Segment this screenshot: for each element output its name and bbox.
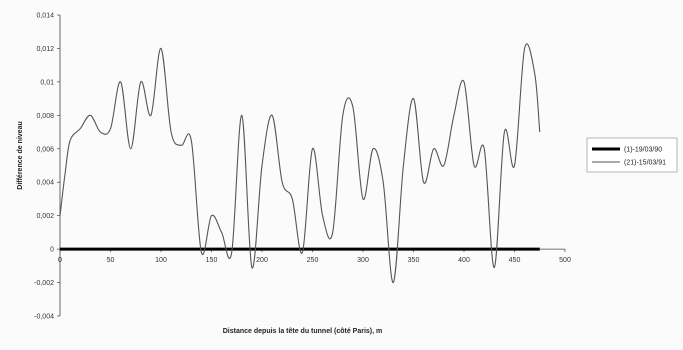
y-tick-label: 0,014 (36, 13, 54, 20)
y-axis-label: Différence de niveau (17, 121, 24, 189)
x-tick-label: 400 (458, 257, 470, 264)
y-tick-label: 0,008 (36, 113, 54, 120)
series-layer (59, 43, 541, 284)
x-tick-label: 300 (357, 257, 369, 264)
y-tick-label: 0,01 (40, 79, 54, 86)
legend-label: (1)-19/03/90 (624, 147, 662, 154)
y-tick-label: 0 (50, 247, 54, 254)
y-tick-label: 0,002 (36, 213, 54, 220)
legend-box (586, 137, 678, 173)
y-tick-label: -0,004 (34, 314, 54, 321)
x-tick-label: 450 (509, 257, 521, 264)
x-tick-label: 200 (256, 257, 268, 264)
axes (57, 14, 566, 317)
y-tick-label: 0,006 (36, 146, 54, 153)
x-tick-label: 350 (408, 257, 420, 264)
x-tick-label: 500 (559, 257, 571, 264)
x-tick-label: 100 (155, 257, 167, 264)
series-line-2 (59, 43, 541, 284)
y-tick-label: 0,004 (36, 180, 54, 187)
legend: (1)-19/03/90 (21)-15/03/91 (586, 137, 678, 173)
x-tick-label: 150 (206, 257, 218, 264)
x-tick-label: 0 (58, 257, 62, 264)
x-tick-label: 50 (107, 257, 115, 264)
x-axis-label: Distance depuis la tête du tunnel (côté … (223, 328, 382, 335)
tick-labels: -0,004 -0,002 0 0,002 0,004 0,006 0,008 0,01 0,0… (34, 13, 571, 321)
y-tick-label: 0,012 (36, 46, 54, 53)
y-tick-label: -0,002 (34, 280, 54, 287)
legend-label: (21)-15/03/91 (624, 160, 666, 167)
x-tick-label: 250 (307, 257, 319, 264)
